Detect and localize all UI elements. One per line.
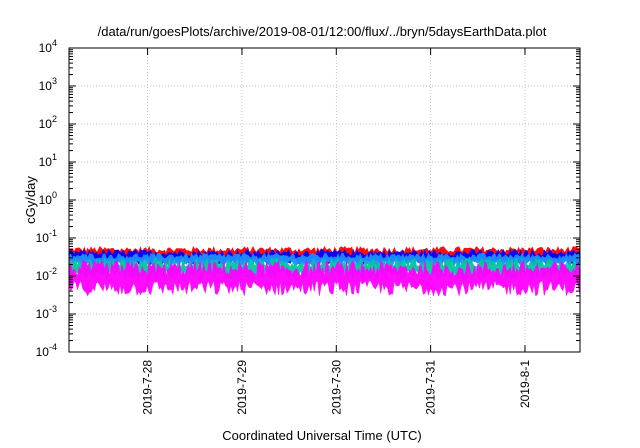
grid — [69, 48, 580, 352]
y-tick-label: 10-1 — [36, 228, 57, 245]
y-tick-label: 104 — [39, 38, 57, 55]
y-tick-label: 10-2 — [36, 266, 57, 283]
x-tick-label: 2019-7-31 — [424, 360, 438, 415]
x-tick-label: 2019-7-28 — [141, 360, 155, 415]
y-axis: 10-4 10-3 10-2 10-1 100 101 102 103 104 — [36, 38, 580, 359]
x-axis-label: Coordinated Universal Time (UTC) — [222, 428, 421, 443]
x-tick-label: 2019-8-1 — [518, 360, 532, 408]
series-group — [68, 245, 581, 297]
y-tick-label: 103 — [39, 76, 57, 93]
y-tick-label: 100 — [39, 190, 57, 207]
x-axis: 2019-7-28 2019-7-29 2019-7-30 2019-7-31 2019… — [141, 48, 532, 415]
y-tick-label: 10-3 — [36, 304, 57, 321]
y-axis-label: cGy/day — [23, 176, 38, 224]
y-tick-label: 10-4 — [36, 342, 57, 359]
y-tick-label: 101 — [39, 152, 57, 169]
x-tick-label: 2019-7-30 — [329, 360, 343, 415]
x-tick-label: 2019-7-29 — [235, 360, 249, 415]
y-tick-label: 102 — [39, 114, 57, 131]
chart-title: /data/run/goesPlots/archive/2019-08-01/1… — [98, 24, 547, 39]
